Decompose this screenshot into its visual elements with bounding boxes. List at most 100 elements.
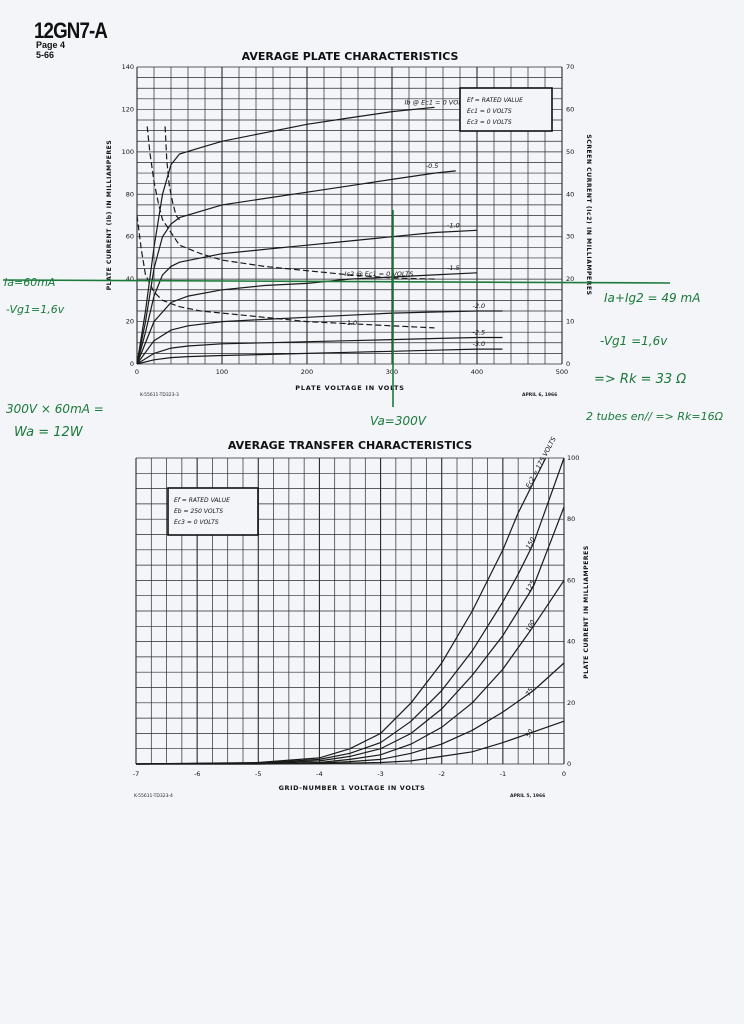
plate-legend-line-2: Ec1 = 0 VOLTS (467, 108, 512, 115)
transfer-x-tick-label: -6 (194, 770, 200, 778)
transfer-curve-label: Ec2 = 175 VOLTS (524, 436, 558, 490)
transfer-x-tick-label: 0 (562, 770, 566, 778)
plate-characteristics-chart: AVERAGE PLATE CHARACTERISTICS Ib @ Ec1 =… (106, 50, 592, 398)
plate-curve-0 (136, 106, 435, 365)
plate-curve-5 (136, 336, 503, 365)
transfer-x-tick-label: -4 (316, 770, 322, 778)
plate-y2-tick-label: 0 (566, 360, 570, 368)
plate-curve-label: -1.0 (447, 221, 460, 229)
plate-y2-tick-label: 60 (566, 105, 574, 113)
plate-y-tick-label: 100 (122, 148, 134, 156)
note-ia-ig2: Ia+Ig2 = 49 mA (604, 291, 700, 305)
transfer-chart-legend-box: Ef = RATED VALUE Eb = 250 VOLTS Ec3 = 0 … (167, 487, 259, 536)
revision-date: 5-66 (36, 50, 55, 60)
plate-curve-label: -1.0 (345, 319, 358, 327)
plate-x-tick-label: 300 (386, 368, 398, 376)
plate-curve-4 (136, 310, 503, 365)
handwritten-annotations: Ia=60mA -Vg1=1,6v Ia+Ig2 = 49 mA -Vg1 =1… (2, 210, 724, 440)
plate-curve-label: Ic2 @ Ec1 = 0 VOLTS (345, 270, 414, 278)
transfer-curve-label: 100 (524, 619, 537, 634)
note-tubes-parallel: 2 tubes en// => Rk=16Ω (586, 410, 724, 423)
transfer-curve-2 (135, 506, 565, 765)
plate-chart-drawing-number: K-55611-TD323-3 (140, 392, 179, 398)
ia-operating-line (2, 279, 671, 284)
note-va: Va=300V (370, 414, 427, 428)
transfer-x-tick-label: -3 (377, 770, 383, 778)
transfer-y-tick-label: 20 (567, 699, 575, 707)
plate-chart-xlabel: PLATE VOLTAGE IN VOLTS (295, 384, 404, 392)
plate-x-tick-label: 400 (471, 368, 483, 376)
transfer-legend-line-3: Ec3 = 0 VOLTS (174, 519, 219, 526)
plate-y2-tick-label: 20 (566, 275, 574, 283)
plate-x-tick-label: 0 (135, 368, 139, 376)
plate-curve-9 (136, 215, 435, 329)
plate-curve-7 (146, 126, 435, 280)
plate-curve-label: -2.0 (473, 302, 486, 310)
plate-chart-ylabel: PLATE CURRENT (Ib) IN MILLIAMPERES (106, 140, 113, 291)
plate-x-tick-label: 500 (556, 368, 568, 376)
plate-curve-1 (136, 170, 456, 365)
note-power-1: 300V × 60mA = (6, 402, 104, 416)
plate-chart-ticks: 0 100 200 300 400 500020406080100120140010203… (122, 63, 575, 376)
transfer-curve-label: 50 (524, 728, 535, 739)
plate-curve-2 (136, 229, 478, 365)
plate-chart-curve-labels: Ib @ Ec1 = 0 VOLTS -0.5 -1.0 -1.5 -2.0 -2.5 -3… (345, 98, 486, 348)
transfer-chart-drawing-number: K-55611-TD323-4 (134, 793, 173, 799)
plate-y-tick-label: 140 (122, 63, 134, 71)
plate-y2-tick-label: 40 (566, 190, 574, 198)
plate-y-tick-label: 120 (122, 105, 134, 113)
transfer-x-tick-label: -2 (438, 770, 444, 778)
plate-curve-label: -2.5 (473, 328, 486, 336)
transfer-chart-ylabel: PLATE CURRENT IN MILLIAMPERES (583, 545, 590, 678)
plate-y2-tick-label: 70 (566, 63, 574, 71)
transfer-chart-xlabel: GRID-NUMBER 1 VOLTAGE IN VOLTS (279, 784, 426, 792)
plate-curve-label: Ib @ Ec1 = 0 VOLTS (405, 98, 470, 106)
plate-curve-8 (164, 126, 180, 221)
plate-y-tick-label: 60 (126, 233, 134, 241)
plate-curve-3 (136, 272, 478, 365)
transfer-legend-line-2: Eb = 250 VOLTS (174, 508, 223, 515)
plate-y2-tick-label: 50 (566, 148, 574, 156)
note-ia: Ia=60mA (4, 276, 55, 289)
plate-curve-label: -0.5 (426, 162, 439, 170)
plate-legend-line-1: Ef = RATED VALUE (467, 97, 523, 104)
transfer-curve-5 (136, 720, 565, 765)
transfer-x-tick-label: -1 (500, 770, 506, 778)
transfer-y-tick-label: 60 (567, 576, 575, 584)
plate-chart-y2label: SCREEN CURRENT (Ic2) IN MILLIAMPERES (585, 134, 592, 295)
transfer-characteristics-chart: AVERAGE TRANSFER CHARACTERISTICS Ec2 = 1… (133, 436, 590, 799)
plate-curve-label: -3.0 (473, 340, 486, 348)
transfer-y-tick-label: 40 (567, 638, 575, 646)
plate-y-tick-label: 40 (126, 275, 134, 283)
transfer-legend-line-1: Ef = RATED VALUE (174, 497, 230, 504)
plate-x-tick-label: 200 (301, 368, 313, 376)
plate-y-tick-label: 20 (126, 318, 134, 326)
transfer-y-tick-label: 0 (567, 760, 571, 768)
transfer-curve-label: 75 (524, 686, 535, 697)
plate-legend-line-3: Ec3 = 0 VOLTS (467, 119, 512, 126)
note-power-2: Wa = 12W (14, 425, 84, 440)
plate-y2-tick-label: 30 (566, 233, 574, 241)
tube-type-heading: 12GN7-A (34, 18, 108, 43)
plate-chart-curves (136, 106, 503, 365)
transfer-chart-ticks: -7 -6 -5 -4 -3 -2 -1 00 20 40 60 80 100 (133, 454, 580, 778)
plate-curve-label: -1.5 (447, 264, 460, 272)
plate-chart-legend-box: Ef = RATED VALUE Ec1 = 0 VOLTS Ec3 = 0 V… (459, 87, 553, 132)
transfer-chart-title: AVERAGE TRANSFER CHARACTERISTICS (228, 439, 472, 452)
plate-y-tick-label: 0 (130, 360, 134, 368)
plate-y-tick-label: 80 (126, 190, 134, 198)
plate-chart-title: AVERAGE PLATE CHARACTERISTICS (242, 50, 459, 63)
transfer-chart-curves (135, 457, 565, 765)
transfer-curve-0 (135, 457, 547, 765)
transfer-chart-print-date: APRIL 5, 1966 (510, 793, 545, 799)
transfer-curve-1 (135, 457, 565, 765)
page-number: Page 4 (36, 40, 66, 50)
plate-chart-print-date: APRIL 6, 1966 (522, 392, 557, 398)
transfer-x-tick-label: -7 (133, 770, 139, 778)
transfer-y-tick-label: 80 (567, 515, 575, 523)
note-rk: => Rk = 33 Ω (594, 372, 686, 387)
note-vg1-right: -Vg1 =1,6v (600, 334, 668, 348)
